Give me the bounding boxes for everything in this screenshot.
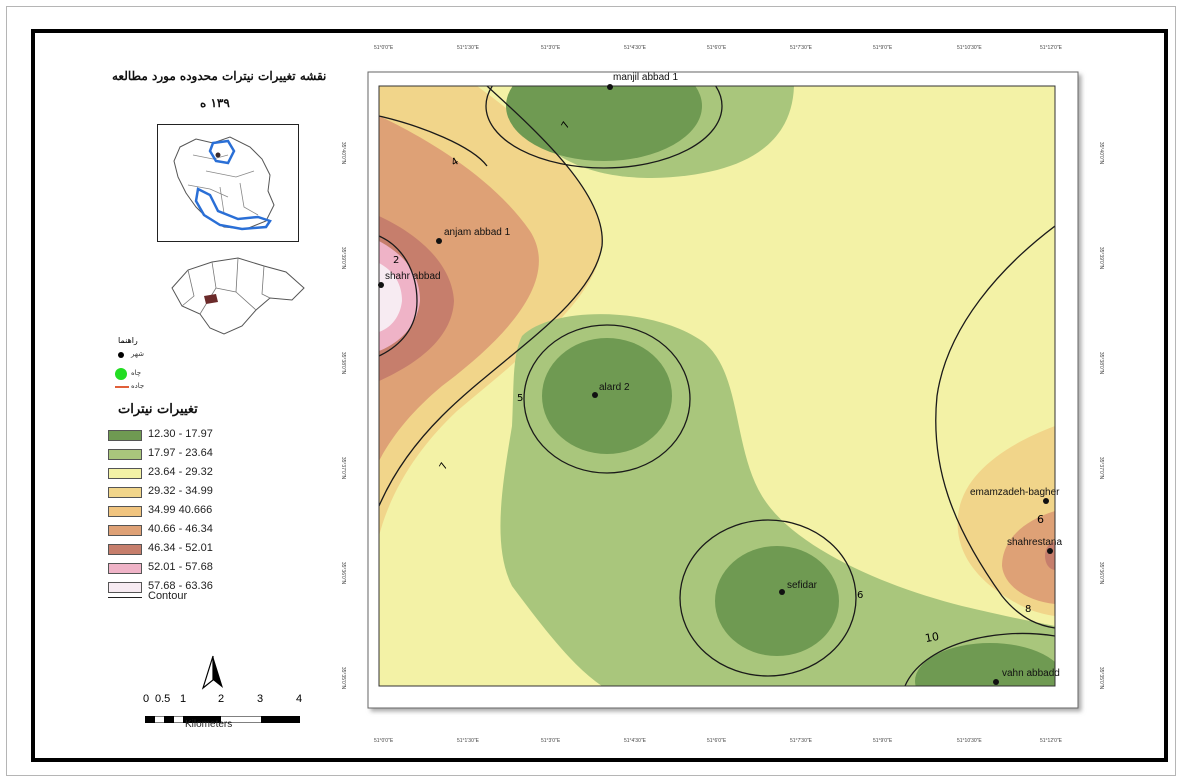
black-dot-icon xyxy=(118,352,124,358)
graticule-label: 35°36'0"N xyxy=(340,561,347,585)
map-title: نقشه تغییرات نیترات محدوده مورد مطالعه xyxy=(112,69,327,83)
graticule-label: 51°1'30"E xyxy=(457,45,479,51)
legend-class-label: 17.97 - 23.64 xyxy=(148,447,213,459)
legend-contour-label: Contour xyxy=(148,590,188,602)
legend-swatch xyxy=(108,582,142,593)
graticule-label: 51°9'0"E xyxy=(873,45,893,51)
legend-swatch xyxy=(108,563,142,574)
graticule-label: 35°35'0"N xyxy=(340,666,347,690)
graticule-label: 51°7'30"E xyxy=(790,738,812,744)
green-dot-icon xyxy=(115,368,127,380)
graticule-label: 51°0'0"E xyxy=(374,45,394,51)
station-marker-icon[interactable] xyxy=(779,589,785,595)
contour-label: 10 xyxy=(923,629,941,646)
legend-class-label: 52.01 - 57.68 xyxy=(148,561,213,573)
station-label: sefidar xyxy=(787,580,818,591)
legend-city-label: شهر xyxy=(131,350,144,358)
station-label: manjil abbad 1 xyxy=(613,72,679,83)
station-marker-icon[interactable] xyxy=(607,84,613,90)
graticule-label: 35°37'0"N xyxy=(1098,456,1105,480)
legend-well-label: چاه xyxy=(131,369,142,377)
legend-swatch xyxy=(108,487,142,498)
outer-border xyxy=(6,6,1176,776)
legend-swatch xyxy=(108,544,142,555)
graticule-label: 35°39'0"N xyxy=(340,246,347,270)
contour-lines xyxy=(379,86,1055,686)
graticule-label: 51°9'0"E xyxy=(873,738,893,744)
nitrate-zones xyxy=(379,86,1055,686)
legend-class-label: 34.99 40.666 xyxy=(148,504,213,516)
legend-swatch xyxy=(108,449,142,460)
scale-bar xyxy=(144,708,301,724)
graticule-label: 51°12'0"E xyxy=(1040,45,1062,51)
graticule-label: 51°10'30"E xyxy=(957,738,982,744)
graticule-label: 51°7'30"E xyxy=(790,45,812,51)
legend-class-label: 23.64 - 29.32 xyxy=(148,466,213,478)
graticule-label: 51°4'30"E xyxy=(624,45,646,51)
legend-class-label: 12.30 - 17.97 xyxy=(148,428,213,440)
scale-label-4: 4 xyxy=(296,693,303,705)
station-label: anjam abbad 1 xyxy=(444,227,511,238)
station-marker-icon[interactable] xyxy=(993,679,999,685)
station-marker-icon[interactable] xyxy=(1047,548,1053,554)
contour-label: 2 xyxy=(393,255,400,266)
scale-unit-label: Kilometers xyxy=(185,719,233,730)
graticule-label: 51°3'0"E xyxy=(541,45,561,51)
scale-label-0: 0 xyxy=(143,693,150,705)
legend-swatch xyxy=(108,506,142,517)
contour-line-icon xyxy=(108,597,142,598)
legend-header: راهنما xyxy=(118,336,138,345)
legend-class-label: 40.66 - 46.34 xyxy=(148,523,213,535)
legend-swatch xyxy=(108,468,142,479)
graticule-label: 51°4'30"E xyxy=(624,738,646,744)
north-arrow-icon xyxy=(201,654,225,690)
graticule-label: 51°12'0"E xyxy=(1040,738,1062,744)
graticule-label: 35°40'0"N xyxy=(340,141,347,165)
graticule-label: 35°36'0"N xyxy=(1098,561,1105,585)
scale-label-0-5: 0.5 xyxy=(155,693,171,705)
road-line-icon xyxy=(115,386,129,388)
graticule-label: 35°38'0"N xyxy=(340,351,347,375)
province-inset-map xyxy=(160,248,312,340)
legend-class-title: تغییرات نیترات xyxy=(118,402,198,417)
scale-label-1: 1 xyxy=(180,693,187,705)
graticule-label: 51°6'0"E xyxy=(707,738,727,744)
contour-label: 6 xyxy=(1037,513,1044,526)
graticule-label: 35°35'0"N xyxy=(1098,666,1105,690)
station-label: alard 2 xyxy=(599,382,630,393)
graticule-label: 51°1'30"E xyxy=(457,738,479,744)
graticule-label: 51°6'0"E xyxy=(707,45,727,51)
station-marker-icon[interactable] xyxy=(592,392,598,398)
station-label: vahn abbadd xyxy=(1002,668,1060,679)
legend-swatch xyxy=(108,430,142,441)
legend-class-label: 57.68 - 63.36 xyxy=(148,580,213,592)
station-marker-icon[interactable] xyxy=(378,282,384,288)
graticule-label: 35°37'0"N xyxy=(340,456,347,480)
station-marker-icon[interactable] xyxy=(436,238,442,244)
scale-label-3: 3 xyxy=(257,693,264,705)
station-label: shahrestana xyxy=(1007,537,1063,548)
graticule-label: 51°0'0"E xyxy=(374,738,394,744)
main-map-svg xyxy=(367,71,1079,709)
graticule-label: 35°38'0"N xyxy=(1098,351,1105,375)
legend-road-label: جاده xyxy=(131,382,145,390)
legend-class-label: 46.34 - 52.01 xyxy=(148,542,213,554)
legend-swatch xyxy=(108,525,142,536)
contour-label: 6 xyxy=(857,590,864,601)
graticule-label: 35°39'0"N xyxy=(1098,246,1105,270)
station-marker-icon[interactable] xyxy=(1043,498,1049,504)
iran-inset-map xyxy=(157,124,299,242)
graticule-label: 51°3'0"E xyxy=(541,738,561,744)
contour-label: 5 xyxy=(517,393,524,404)
legend-class-label: 29.32 - 34.99 xyxy=(148,485,213,497)
map-panel xyxy=(362,66,1100,725)
station-label: shahr abbad xyxy=(385,271,441,282)
graticule-label: 51°10'30"E xyxy=(957,45,982,51)
map-subtitle: ۱۳۹ ه xyxy=(200,96,230,110)
contour-label: 8 xyxy=(1025,604,1032,615)
graticule-label: 35°40'0"N xyxy=(1098,141,1105,165)
station-label: emamzadeh-bagher xyxy=(970,487,1060,498)
scale-label-2: 2 xyxy=(218,693,225,705)
